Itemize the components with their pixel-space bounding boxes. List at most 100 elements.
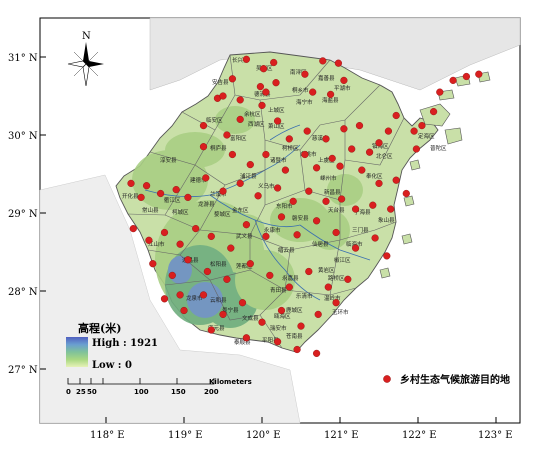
destination-site-dot — [281, 166, 290, 174]
county-label: 温岭市 — [324, 294, 341, 302]
county-label: 平阳县 — [262, 336, 279, 344]
destination-site-dot — [322, 135, 330, 143]
destination-site-dot — [322, 197, 330, 205]
scale-tick-150: 150 — [171, 388, 186, 396]
destination-site-dot — [223, 131, 231, 139]
destination-site-dot — [270, 58, 278, 67]
county-label: 兰溪市 — [210, 190, 227, 198]
destination-site-dot — [436, 88, 444, 96]
county-label: 上虞区 — [318, 156, 335, 164]
county-label: 奉化区 — [366, 172, 383, 180]
county-label: 江山市 — [148, 240, 165, 248]
lon-label-119: 119° E — [168, 430, 203, 441]
destination-site-dot — [184, 193, 192, 202]
county-label: 黄岩区 — [318, 266, 335, 274]
site-legend-dot — [383, 375, 391, 383]
destination-site-dot — [336, 162, 344, 170]
county-label: 桐乡市 — [292, 86, 309, 94]
destination-site-dot — [176, 291, 184, 299]
destination-site-dot — [238, 299, 247, 307]
destination-site-dot — [172, 186, 180, 194]
county-label: 龙游县 — [198, 200, 215, 208]
county-label: 安吉县 — [212, 78, 229, 86]
destination-site-dot — [258, 318, 266, 326]
destination-site-dot — [314, 310, 322, 319]
county-label: 云和县 — [210, 296, 227, 304]
destination-site-dot — [199, 121, 208, 130]
destination-site-dot — [352, 244, 360, 252]
scale-tick-25: 25 — [76, 388, 86, 396]
destination-site-dot — [383, 252, 391, 260]
destination-site-dot — [192, 225, 200, 233]
lat-label-29: 29° N — [8, 209, 38, 220]
county-label: 衢江区 — [164, 196, 181, 204]
county-label: 德清县 — [254, 90, 271, 98]
destination-site-dot — [180, 306, 188, 315]
destination-site-dot — [274, 184, 282, 192]
destination-site-dot — [340, 76, 348, 85]
county-label: 景宁县 — [222, 306, 239, 314]
elevation-low: Low : 0 — [92, 360, 132, 371]
scale-unit: Kilometers — [209, 378, 252, 386]
destination-site-dot — [242, 334, 251, 342]
county-label: 东阳市 — [276, 202, 293, 210]
destination-site-dot — [410, 127, 418, 135]
county-label: 象山县 — [378, 216, 395, 224]
destination-site-dot — [168, 271, 176, 280]
county-label: 苍南县 — [286, 332, 303, 340]
county-label: 常山县 — [142, 206, 159, 214]
county-label: 慈溪市 — [312, 134, 329, 142]
destination-site-dot — [332, 228, 340, 237]
destination-site-dot — [262, 232, 270, 241]
destination-site-dot — [309, 88, 317, 96]
destination-site-dot — [207, 232, 215, 241]
destination-site-dot — [236, 179, 244, 188]
destination-site-dot — [462, 72, 471, 81]
county-borders — [127, 54, 405, 349]
destination-site-dot — [418, 121, 426, 130]
county-label: 三门县 — [352, 226, 369, 234]
destination-site-dot — [202, 174, 210, 182]
destination-site-dot — [375, 179, 383, 188]
county-label: 义乌市 — [258, 182, 275, 190]
county-label: 缙云县 — [278, 246, 295, 254]
destination-site-dot — [160, 228, 169, 237]
destination-site-dot — [219, 310, 227, 319]
county-label: 柯桥区 — [282, 144, 299, 152]
destination-site-dot — [392, 111, 400, 120]
county-label: 长兴县 — [232, 56, 249, 64]
county-label: 庆元县 — [208, 324, 225, 332]
county-label: 仙居县 — [312, 240, 329, 248]
county-label: 桐庐县 — [210, 144, 227, 152]
county-label: 永嘉县 — [282, 274, 299, 282]
county-label: 文成县 — [242, 314, 259, 322]
destination-site-dot — [157, 189, 165, 198]
destination-site-dot — [371, 234, 379, 242]
destination-site-dot — [369, 201, 377, 209]
destination-site-dot — [236, 96, 244, 104]
county-label: 青田县 — [270, 286, 287, 294]
destination-site-dot — [313, 217, 321, 225]
destination-site-dot — [277, 306, 286, 315]
county-label: 松阳县 — [210, 260, 227, 268]
county-label: 嵊州市 — [320, 174, 337, 182]
destination-site-dot — [293, 345, 301, 354]
destination-site-dot — [387, 205, 395, 213]
county-label: 宁海县 — [354, 208, 371, 216]
county-label: 平湖市 — [334, 84, 351, 92]
elevation-colorbar — [66, 337, 88, 367]
destination-site-dot — [348, 145, 356, 153]
county-label: 海盐县 — [322, 96, 339, 104]
islands — [379, 71, 491, 279]
destination-site-dot — [176, 240, 184, 248]
destination-site-dot — [227, 244, 235, 252]
destination-sites — [127, 55, 483, 358]
lat-label-31: 31° N — [8, 53, 38, 64]
destination-site-dot — [260, 65, 268, 73]
destination-site-dot — [293, 231, 301, 239]
destination-site-dot — [340, 125, 348, 133]
destination-site-dot — [228, 150, 237, 159]
destination-site-dot — [236, 115, 244, 124]
destination-site-dot — [313, 349, 321, 358]
